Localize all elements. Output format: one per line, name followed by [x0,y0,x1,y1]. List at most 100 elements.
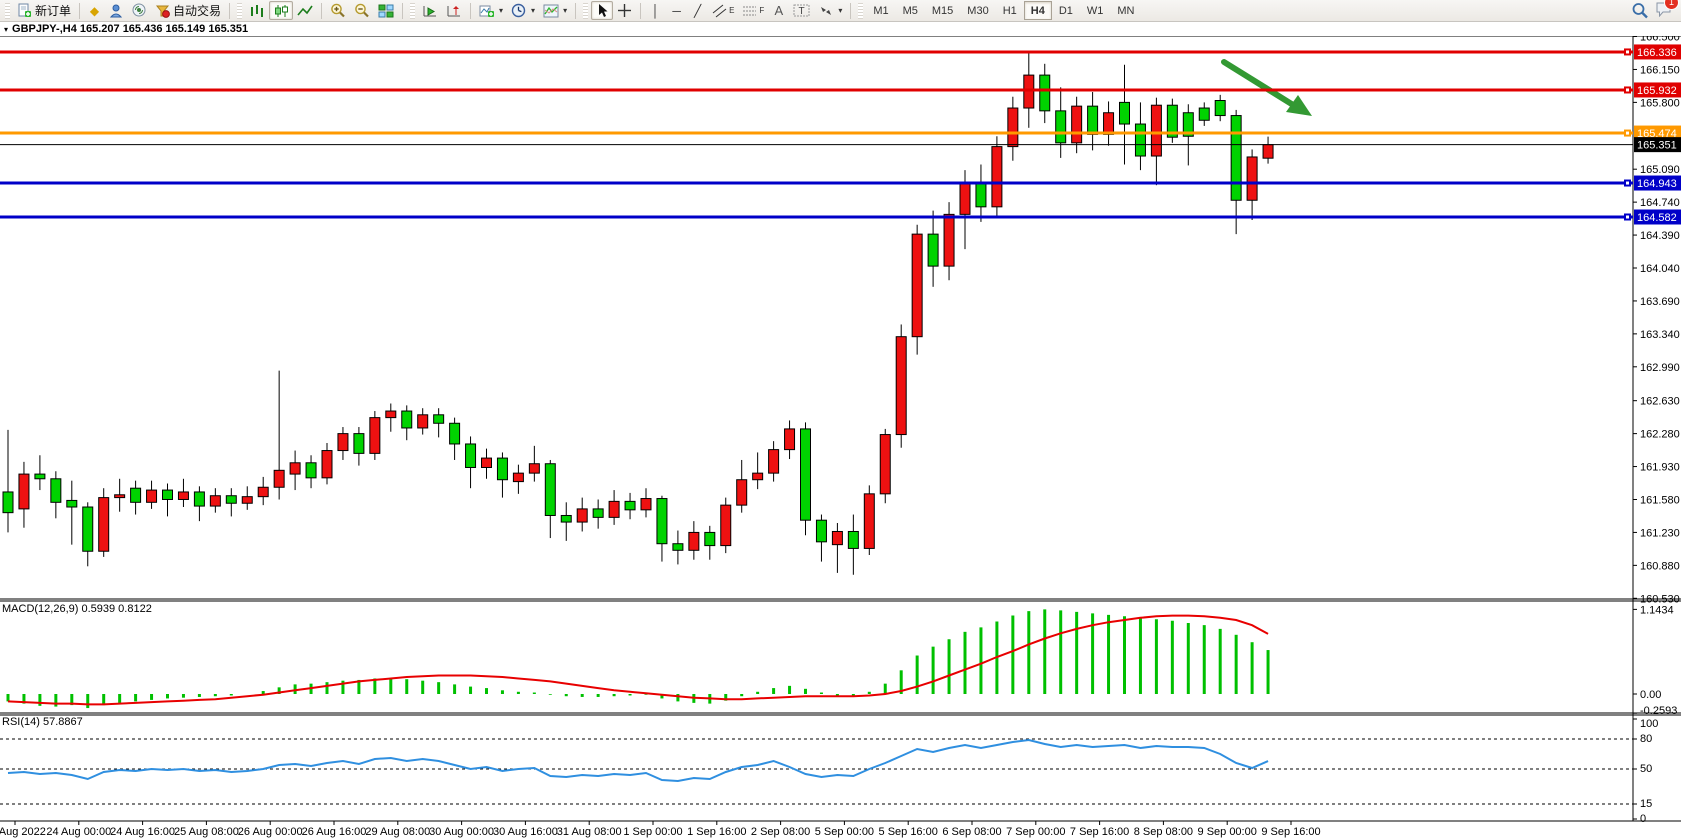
trend-arrow-annotation[interactable] [1221,59,1312,116]
text-tool-button[interactable]: A [768,1,789,20]
timeframe-button-d1[interactable]: D1 [1058,4,1073,17]
indicators-caret-icon: ▾ [499,6,504,15]
price-tick-label: 161.230 [1640,527,1680,539]
time-tick-label: 9 Sep 00:00 [1198,826,1257,838]
periods-button[interactable]: ▾ [507,1,539,20]
cursor-tool-button[interactable] [591,1,614,20]
timeframe-button-m1[interactable]: M1 [873,4,889,17]
bull-candle [114,494,126,499]
fibonacci-sub-label: F [759,6,765,15]
macd-axis-label: 1.1434 [1640,604,1674,616]
timeframe-group: M1 M5 M15 M30 H1 H4 D1 W1 MN [866,1,1141,20]
chart-shift-button[interactable] [442,1,466,20]
bull-candle [640,498,652,511]
bull-candle [895,336,907,436]
cursor-icon [599,4,608,17]
vertical-line-tool-button[interactable]: │ [645,1,666,20]
bear-candle [496,457,508,481]
bull-candle [688,531,700,551]
bear-candle [1182,112,1194,137]
price-badge-label: 165.474 [1637,128,1677,140]
bear-candle [656,498,668,545]
notifications-button[interactable]: 1 [1655,0,1679,22]
bull-candle [417,414,429,429]
signal-icon [132,3,146,17]
bear-candle [50,478,62,503]
bear-candle [433,414,445,424]
timeframe-button-h4[interactable]: H4 [1023,1,1052,20]
market-watch-button[interactable]: ◆ [84,1,105,20]
time-tick-label: 29 Aug 08:00 [365,826,430,838]
arrows-tool-button[interactable]: ▾ [814,1,846,20]
auto-scroll-button[interactable] [418,1,442,20]
trendline-icon: ╱ [693,3,702,18]
line-chart-mode-button[interactable] [293,1,317,20]
bear-candle [560,514,572,523]
horizontal-line-tool-button[interactable]: ─ [666,1,687,20]
bear-candle [624,500,636,511]
fibonacci-icon [743,6,757,15]
candlestick-mode-button[interactable] [269,1,294,20]
time-tick-label: 1 Sep 00:00 [623,826,682,838]
new-order-button[interactable]: 新订单 [13,1,75,20]
bull-candle [177,491,189,500]
bull-candle [481,457,492,468]
price-badge-label: 164.943 [1637,178,1677,190]
price-tick-label: 162.990 [1640,362,1680,374]
price-badge-label: 165.932 [1637,85,1677,97]
time-tick-label: 30 Aug 16:00 [493,826,558,838]
price-tick-label: 163.690 [1640,296,1680,308]
time-tick-label: 7 Sep 00:00 [1006,826,1065,838]
label-tool-button[interactable]: T [789,1,814,20]
price-badge [1634,209,1681,225]
bear-candle [34,473,46,480]
macd-axis-label: -0.2593 [1640,705,1677,717]
timeframe-button-m5[interactable]: M5 [902,4,918,17]
zoom-in-button[interactable] [326,1,350,20]
chart-title-caret-icon: ▾ [4,24,9,34]
indicators-button[interactable]: ▾ [475,1,507,20]
price-tick-label: 165.090 [1640,164,1680,176]
accounts-button[interactable] [105,1,128,20]
candlestick-icon [275,4,289,17]
bull-candle [1071,105,1083,144]
chart-title-row: ▾ GBPJPY-,H4 165.207 165.436 165.149 165… [0,22,1681,36]
time-tick-label: 9 Sep 16:00 [1261,826,1320,838]
trendline-tool-button[interactable]: ╱ [687,1,708,20]
equidistant-channel-icon [712,4,727,17]
timeframe-button-h1[interactable]: H1 [1002,4,1017,17]
rsi-axis-label: 100 [1640,718,1658,730]
auto-trading-button[interactable]: 自动交易 [151,1,225,20]
bull-candle [959,182,971,215]
time-tick-label: 25 Aug 08:00 [174,826,239,838]
timeframe-button-m30[interactable]: M30 [967,4,989,17]
bull-candle [1007,107,1019,148]
channel-tool-button[interactable]: E [708,1,738,20]
crosshair-tool-button[interactable] [613,1,636,20]
arrows-caret-icon: ▾ [838,6,843,15]
bull-candle [991,146,1003,208]
timeframe-button-mn[interactable]: MN [1117,4,1135,17]
timeframe-button-w1[interactable]: W1 [1086,4,1104,17]
macd-axis-label: 0.00 [1640,689,1661,701]
search-icon[interactable] [1631,2,1649,19]
bull-candle [273,469,285,488]
bar-chart-mode-button[interactable] [245,1,269,20]
fibonacci-tool-button[interactable]: F [738,1,768,20]
time-tick-label: 24 Aug 16:00 [110,826,175,838]
zoom-out-button[interactable] [350,1,374,20]
bear-candle [193,491,205,507]
tile-windows-button[interactable] [374,1,398,20]
price-badge [1634,82,1681,98]
rsi-axis-label: 50 [1640,763,1652,775]
templates-button[interactable]: ▾ [539,1,571,20]
time-tick-label: 8 Sep 08:00 [1134,826,1193,838]
toolbar-grip[interactable] [5,2,10,19]
bull-candle [768,449,780,474]
signals-button[interactable] [128,1,151,20]
auto-scroll-icon [423,5,437,16]
timeframe-button-m15[interactable]: M15 [931,4,954,17]
bear-candle [305,462,317,479]
